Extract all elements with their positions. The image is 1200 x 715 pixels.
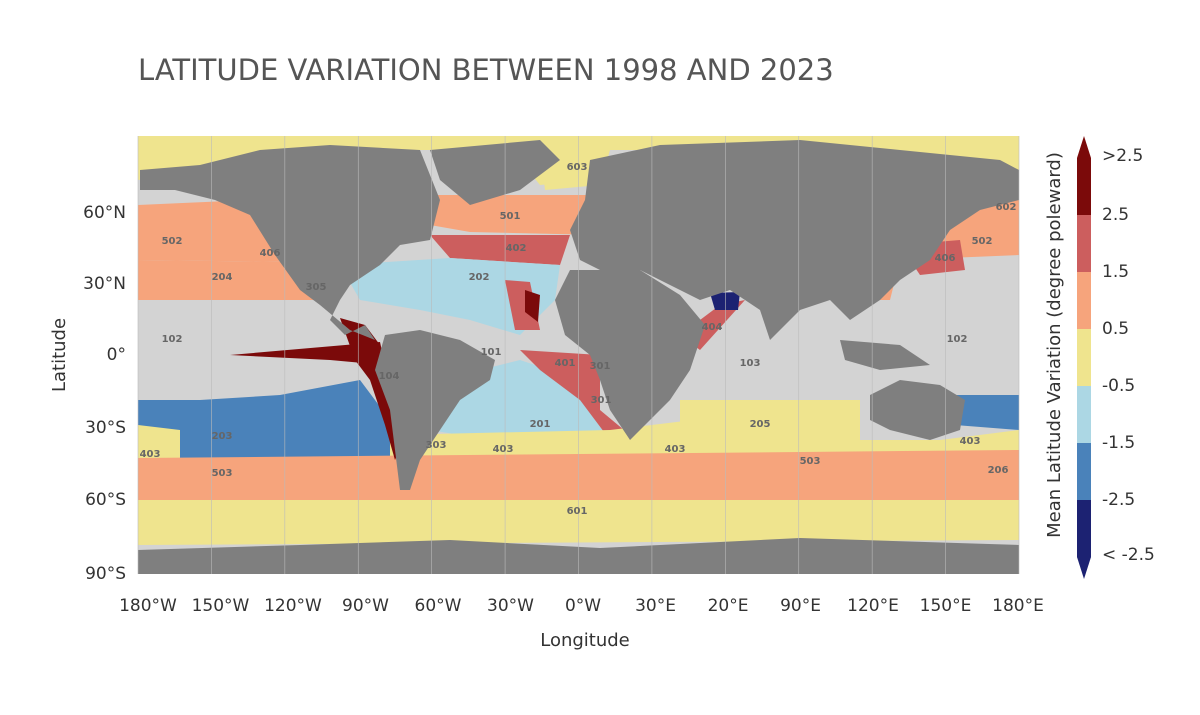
region xyxy=(138,260,320,300)
colorbar-title: Mean Latitude Variation (degree poleward… xyxy=(1044,152,1065,538)
region-label: 502 xyxy=(162,236,183,247)
y-tick-label: 60°S xyxy=(85,490,126,510)
region-label: 404 xyxy=(702,322,723,333)
region-label: 602 xyxy=(996,202,1017,213)
colorbar-segment xyxy=(1077,500,1091,558)
region-label: 305 xyxy=(306,282,327,293)
y-tick-label: 30°N xyxy=(83,274,126,294)
region-label: 203 xyxy=(212,431,233,442)
colorbar-segment xyxy=(1077,158,1091,216)
y-tick-label: 30°S xyxy=(85,418,126,438)
region-label: 406 xyxy=(935,253,956,264)
y-axis-label: Latitude xyxy=(49,318,70,392)
region-label: 102 xyxy=(947,334,968,345)
title: LATITUDE VARIATION BETWEEN 1998 AND 2023 xyxy=(138,53,834,87)
region-label: 403 xyxy=(960,436,981,447)
region xyxy=(430,195,600,235)
region-label: 601 xyxy=(567,506,588,517)
colorbar-label: < -2.5 xyxy=(1102,545,1155,565)
colorbar-label: 0.5 xyxy=(1102,319,1129,339)
colorbar-label: -2.5 xyxy=(1102,490,1135,510)
x-tick-label: 90°W xyxy=(342,596,389,616)
region-label: 503 xyxy=(212,468,233,479)
region-label: 102 xyxy=(162,334,183,345)
x-tick-label: 90°E xyxy=(780,596,821,616)
colorbar-segment xyxy=(1077,386,1091,444)
region-label: 503 xyxy=(800,456,821,467)
region-label: 502 xyxy=(972,236,993,247)
region-label: 202 xyxy=(469,272,490,283)
region xyxy=(950,395,1019,430)
region xyxy=(710,292,740,310)
region-label: 603 xyxy=(567,162,588,173)
region xyxy=(430,235,570,265)
colorbar-segment xyxy=(1077,443,1091,501)
x-tick-label: 120°E xyxy=(847,596,899,616)
region xyxy=(520,350,630,440)
region xyxy=(138,200,300,262)
colorbar-label: >2.5 xyxy=(1102,146,1143,166)
region-label: 301 xyxy=(591,395,612,406)
x-tick-label: 120°W xyxy=(264,596,322,616)
x-tick-label: 150°E xyxy=(920,596,972,616)
region-label: 301 xyxy=(590,361,611,372)
colorbar-arrow xyxy=(1077,136,1091,158)
x-tick-label: 30°E xyxy=(635,596,676,616)
region-label: 403 xyxy=(140,449,161,460)
colorbar-label: 1.5 xyxy=(1102,262,1129,282)
colorbar-label: 2.5 xyxy=(1102,205,1129,225)
colorbar-label: -0.5 xyxy=(1102,376,1135,396)
x-tick-label: 180°E xyxy=(992,596,1044,616)
region-label: 104 xyxy=(379,371,400,382)
colorbar: >2.5 2.5 1.5 0.5 -0.5 -1.5 -2.5 < -2.5 xyxy=(1077,136,1155,579)
region-label: 403 xyxy=(493,444,514,455)
y-tick-label: 0° xyxy=(107,345,126,365)
colorbar-segment xyxy=(1077,329,1091,387)
region-label: 101 xyxy=(481,347,502,358)
region-label: 501 xyxy=(500,211,521,222)
y-tick-label: 90°S xyxy=(85,564,126,584)
y-tick-label: 60°N xyxy=(83,203,126,223)
map: 603 501 502 406 402 502 602 406 204 305 202 102 101 4… xyxy=(137,136,1020,574)
x-tick-label: 0°W xyxy=(565,596,601,616)
region-label: 201 xyxy=(530,419,551,430)
x-tick-label: 180°W xyxy=(119,596,177,616)
colorbar-segment xyxy=(1077,215,1091,273)
region xyxy=(525,290,540,322)
region-label: 206 xyxy=(988,465,1009,476)
region-label: 103 xyxy=(740,358,761,369)
region-label: 401 xyxy=(555,358,576,369)
region-label: 205 xyxy=(750,419,771,430)
x-tick-label: 60°W xyxy=(415,596,462,616)
region xyxy=(230,342,385,365)
region-label: 406 xyxy=(260,248,281,259)
region-label: 403 xyxy=(665,444,686,455)
x-tick-label: 150°W xyxy=(192,596,250,616)
region xyxy=(138,380,390,458)
colorbar-label: -1.5 xyxy=(1102,433,1135,453)
region-label: 303 xyxy=(426,440,447,451)
x-tick-label: 20°E xyxy=(708,596,749,616)
colorbar-arrow xyxy=(1077,557,1091,579)
region xyxy=(680,400,860,440)
x-tick-label: 30°W xyxy=(487,596,534,616)
colorbar-segment xyxy=(1077,272,1091,330)
region-label: 204 xyxy=(212,272,233,283)
x-axis-label: Longitude xyxy=(540,630,630,651)
region-label: 402 xyxy=(506,243,527,254)
